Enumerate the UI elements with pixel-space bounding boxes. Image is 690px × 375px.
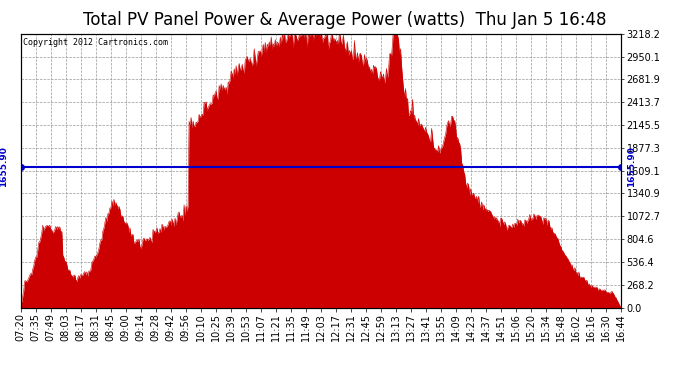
Text: Copyright 2012 Cartronics.com: Copyright 2012 Cartronics.com [23,38,168,47]
Text: 1655.90: 1655.90 [0,146,8,187]
Text: Total PV Panel Power & Average Power (watts)  Thu Jan 5 16:48: Total PV Panel Power & Average Power (wa… [83,11,607,29]
Text: 1655.90: 1655.90 [627,146,636,187]
